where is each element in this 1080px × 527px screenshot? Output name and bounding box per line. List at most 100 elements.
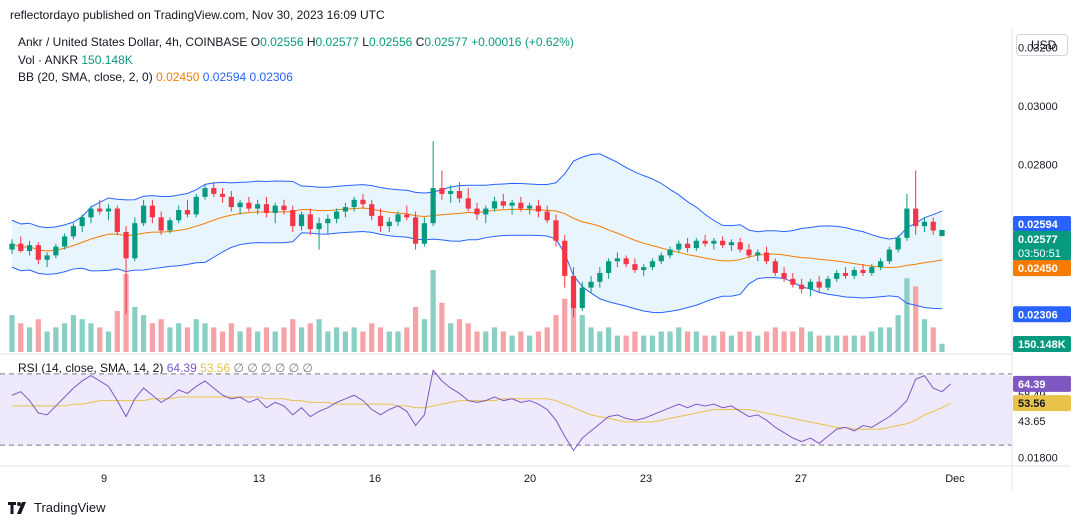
candle-body: [807, 281, 814, 290]
candle-body: [18, 243, 24, 252]
volume-bar: [97, 327, 103, 352]
volume-bar: [149, 323, 155, 352]
volume-bar: [79, 319, 85, 352]
volume-bar: [904, 278, 910, 352]
volume-bar: [377, 327, 384, 352]
candle-body: [255, 204, 261, 209]
candle-body: [114, 208, 120, 232]
time-tick-label: 27: [795, 473, 807, 485]
symbol-name[interactable]: Ankr / United States Dollar, 4h, COINBAS…: [18, 35, 248, 49]
volume-bar: [614, 335, 620, 352]
candle-body: [781, 272, 787, 279]
price-tick-label: 0.01800: [1018, 452, 1058, 464]
badge-bb-upper-bg: [1013, 215, 1071, 232]
bb-label[interactable]: BB (20, SMA, close, 2, 0): [18, 70, 153, 84]
badge-volume-bg: [1013, 336, 1071, 352]
volume-bar: [877, 327, 884, 352]
candle-body: [553, 220, 559, 241]
candle-body: [369, 204, 375, 216]
volume-bar: [263, 327, 270, 352]
candle-body: [149, 205, 155, 218]
volume-bar: [307, 323, 313, 352]
volume-bar: [132, 306, 138, 352]
volume-bar: [869, 331, 875, 352]
candle-body: [290, 210, 296, 227]
candle-body: [53, 246, 59, 256]
candle-body: [62, 236, 68, 247]
high-value: 0.02577: [315, 35, 359, 49]
candle-body: [842, 272, 849, 276]
candle-body: [184, 210, 191, 215]
volume-label[interactable]: Vol · ANKR: [18, 53, 79, 67]
rsi-line: [11, 369, 952, 452]
time-tick-label: 13: [253, 473, 265, 485]
volume-bar: [746, 331, 752, 352]
candle-body: [395, 214, 401, 222]
volume-bar: [219, 331, 226, 352]
candle-body: [123, 231, 129, 259]
candle-body: [904, 208, 910, 238]
volume-bar: [544, 327, 550, 352]
candle-body: [763, 252, 770, 262]
currency-button[interactable]: USD: [1016, 34, 1068, 56]
volume-bar: [246, 327, 252, 352]
volume-bar: [816, 335, 822, 352]
volume-bar: [641, 335, 647, 352]
candle-body: [527, 205, 533, 209]
time-tick-label: 16: [369, 473, 381, 485]
candle-body: [211, 188, 217, 194]
time-tick-label: Dec: [945, 473, 965, 485]
volume-bar: [535, 331, 542, 352]
change-value: +0.00016 (+0.62%): [471, 35, 574, 49]
bb-lower-line: [11, 230, 943, 314]
candle-body: [913, 208, 919, 227]
volume-bar: [527, 335, 533, 352]
candle-body: [500, 201, 506, 206]
rsi-label[interactable]: RSI (14, close, SMA, 14, 2): [18, 361, 164, 375]
candle-body: [597, 272, 603, 282]
tradingview-logo-icon: [8, 501, 28, 514]
candle-body: [193, 196, 199, 215]
volume-legend: Vol · ANKR 150.148K: [18, 53, 133, 67]
candle-body: [9, 243, 15, 250]
volume-bar: [562, 298, 568, 352]
volume-bar: [35, 319, 41, 352]
candle-body: [228, 196, 234, 208]
candle-body: [570, 275, 577, 309]
candle-body: [35, 245, 41, 260]
candle-body: [79, 217, 85, 227]
candle-body: [737, 242, 743, 250]
volume-bar: [290, 319, 296, 352]
candle-body: [649, 261, 656, 268]
volume-bar: [570, 306, 577, 352]
volume-bar: [105, 331, 112, 352]
candle-body: [360, 199, 366, 205]
volume-bar: [886, 327, 892, 352]
volume-bar: [298, 327, 305, 352]
badge-volume: 150.148K: [1018, 339, 1066, 351]
footer: TradingView: [8, 500, 106, 515]
candle-body: [939, 229, 945, 237]
volume-bar: [158, 319, 164, 352]
candle-body: [342, 207, 349, 212]
volume-bar: [763, 331, 770, 352]
volume-bar: [316, 319, 322, 352]
volume-bar: [465, 323, 471, 352]
candle-body: [676, 243, 682, 250]
candle-body: [176, 210, 182, 221]
candle-body: [246, 202, 252, 209]
volume-bar: [825, 335, 831, 352]
badge-bb-basis-bg: [1013, 260, 1071, 277]
candle-body: [746, 249, 752, 256]
candle-body: [588, 281, 594, 288]
volume-bar: [913, 286, 919, 352]
candle-body: [334, 211, 340, 219]
volume-bar: [483, 331, 489, 352]
candle-body: [518, 202, 524, 209]
badge-last-price: 0.02577: [1018, 234, 1058, 246]
bb-fill-area: [12, 153, 942, 313]
volume-bar: [334, 327, 340, 352]
candle-body: [711, 240, 717, 244]
candle-body: [772, 261, 778, 273]
